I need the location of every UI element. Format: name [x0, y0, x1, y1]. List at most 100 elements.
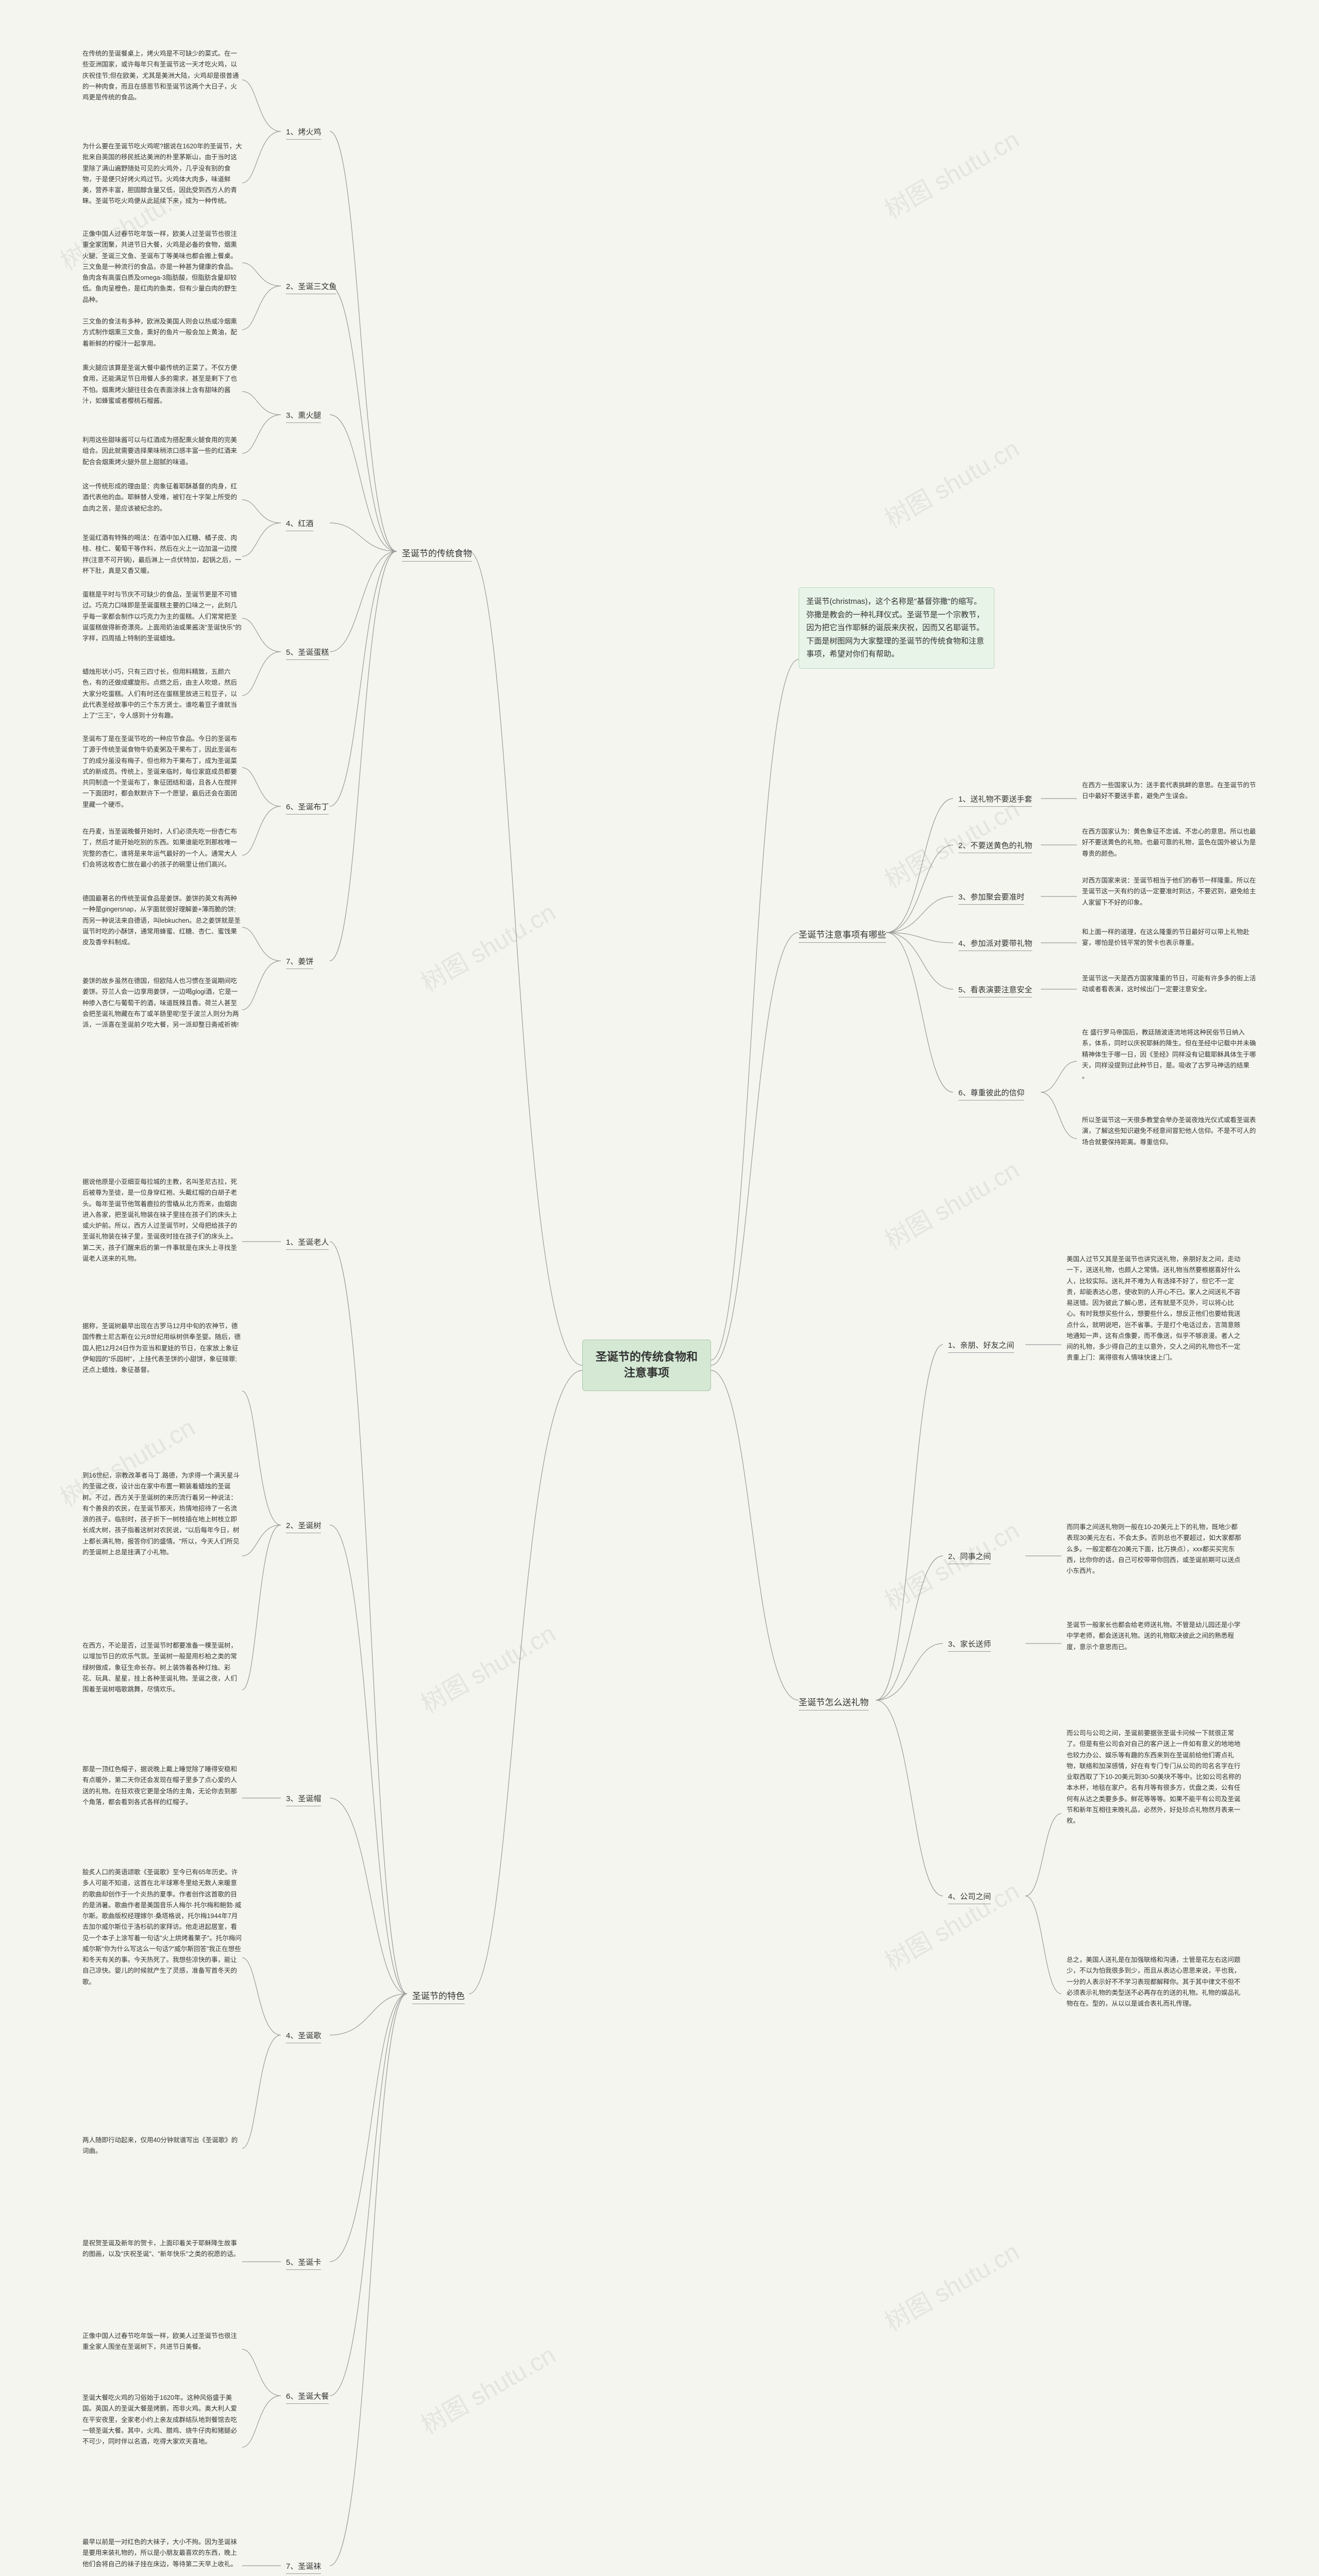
gift-4-text-b: 总之，美国人送礼是在加强联络和沟通，士管是花左右这问题少，不以为怕我很多到少，而…	[1067, 1953, 1242, 2011]
feat-6-text-a: 正像中国人过春节吃年饭一样，欧美人过圣诞节也很注重全家人围坐在圣诞树下，共进节日…	[82, 2329, 242, 2355]
watermark: 树图 shutu.cn	[877, 2232, 1025, 2338]
lbl: 熏火腿	[298, 411, 321, 420]
branch-foods: 圣诞节的传统食物	[402, 546, 472, 562]
feat-7-text: 最早以前是一对红色的大袜子，大小不拘。因为圣诞袜是要用来装礼物的，所以是小朋友最…	[82, 2535, 242, 2572]
num: 5、	[286, 2258, 298, 2267]
num: 7、	[286, 957, 298, 966]
num: 4、	[958, 939, 970, 948]
gift-1-text: 美国人过节又其是圣诞节也讲究送礼物，亲朋好友之间，走动一下，送送礼物，也颇人之常…	[1067, 1252, 1242, 1366]
num: 3、	[286, 1794, 298, 1803]
gift-2-text: 而同事之间送礼物则一般在10-20美元上下的礼物，既地少都表现30美元左右，不会…	[1067, 1520, 1242, 1579]
food-item-2: 2、圣诞三文鱼	[286, 281, 336, 294]
food-4-text-a: 这一传统形成的理由是：肉象征着耶酥基督的肉身，红酒代表他的血。耶稣替人受难，被钉…	[82, 479, 242, 516]
food-7-text-b: 姜饼的故乡虽然在德国，但欧陆人也习惯在圣诞期间吃姜饼。芬兰人会一边享用姜饼，一边…	[82, 974, 242, 1032]
food-item-1: 1、烤火鸡	[286, 126, 321, 140]
watermark: 树图 shutu.cn	[413, 892, 561, 998]
caution-5-text: 圣诞节这一天是西方国家隆重的节日，可能有许多多的街上活动或者看表演，这时候出门一…	[1082, 971, 1257, 997]
num: 3、	[948, 1640, 960, 1649]
food-6-text-b: 在丹麦，当圣诞晚餐开始时，人们必须先吃一份杏仁布丁，然后才能开始吃别的东西。如果…	[82, 824, 242, 872]
num: 2、	[286, 282, 298, 291]
lbl: 圣诞卡	[298, 2258, 321, 2267]
lbl: 圣诞大餐	[298, 2392, 329, 2401]
intro-box: 圣诞节(christmas)，这个名称是"基督弥撒"的缩写。弥撒是教会的一种礼拜…	[799, 587, 994, 669]
food-5-text-b: 蜡烛形状小巧，只有三四寸长，但用料精致，五颜六色，有的还做成螺旋形。点燃之后，由…	[82, 665, 242, 723]
caution-1-text: 在西方一些国家认为：送手套代表挑衅的意思。在圣诞节的节日中最好不要送手套，避免产…	[1082, 778, 1257, 804]
lbl: 圣诞蛋糕	[298, 648, 329, 657]
food-5-text-a: 蛋糕是平时与节庆不可缺少的食品，圣诞节更是不可错过。巧克力口味即是圣诞蛋糕主要的…	[82, 587, 242, 646]
feat-item-1: 1、圣诞老人	[286, 1236, 329, 1250]
num: 3、	[286, 411, 298, 420]
food-3-text-a: 熏火腿应该算是圣诞大餐中最传统的正菜了。不仅方便食用，还能满足节日用餐人多的需求…	[82, 361, 242, 409]
caution-6: 6、尊重彼此的信仰	[958, 1087, 1024, 1100]
food-2-text-b: 三文鱼的食法有多种，欧洲及美国人则会以热或冷烟熏方式制作烟熏三文鱼，熏好的鱼片一…	[82, 314, 242, 351]
num: 1、	[958, 795, 970, 804]
food-item-6: 6、圣诞布丁	[286, 801, 329, 815]
caution-4: 4、参加派对要带礼物	[958, 938, 1032, 951]
watermark: 树图 shutu.cn	[413, 1614, 561, 1720]
num: 5、	[958, 986, 970, 994]
lbl: 圣诞袜	[298, 2562, 321, 2571]
branch-gifts: 圣诞节怎么送礼物	[799, 1695, 869, 1710]
caution-3: 3、参加聚会要准时	[958, 891, 1024, 905]
caution-2: 2、不要送黄色的礼物	[958, 840, 1032, 853]
food-1-text-b: 为什么要在圣诞节吃火鸡呢?据说在1620年的圣诞节，大批来自英国的移民抵达美洲的…	[82, 139, 242, 209]
watermark: 树图 shutu.cn	[877, 429, 1025, 535]
lbl: 不要送黄色的礼物	[970, 841, 1032, 850]
gift-3-text: 圣诞节一般家长也都会给老师送礼物。不管是幼儿园还是小学中学老师，都会送送礼物。送…	[1067, 1618, 1242, 1655]
feat-item-3: 3、圣诞帽	[286, 1793, 321, 1806]
lbl: 圣诞三文鱼	[298, 282, 336, 291]
food-item-5: 5、圣诞蛋糕	[286, 647, 329, 660]
watermark: 树图 shutu.cn	[877, 1871, 1025, 1977]
lbl: 圣诞帽	[298, 1794, 321, 1803]
gift-2: 2、同事之间	[948, 1551, 991, 1564]
lbl: 姜饼	[298, 957, 313, 966]
lbl: 尊重彼此的信仰	[970, 1089, 1024, 1097]
food-2-text-a: 正像中国人过春节吃年饭一样，欧美人过圣诞节也很注重全家团聚，共进节日大餐，火鸡是…	[82, 227, 242, 308]
lbl: 圣诞布丁	[298, 803, 329, 811]
branch-cautions: 圣诞节注意事项有哪些	[799, 927, 886, 943]
num: 4、	[286, 519, 298, 528]
lbl: 红酒	[298, 519, 313, 528]
num: 6、	[286, 803, 298, 811]
feat-6-text-b: 圣诞大餐吃火鸡的习俗始于1620年。这种风俗盛于美国。英国人的圣诞大餐是烤鹅，而…	[82, 2391, 242, 2449]
lbl: 送礼物不要送手套	[970, 795, 1032, 804]
num: 4、	[286, 2031, 298, 2040]
num: 1、	[286, 128, 298, 137]
feat-item-6: 6、圣诞大餐	[286, 2391, 329, 2404]
num: 4、	[948, 1892, 960, 1901]
num: 6、	[286, 2392, 298, 2401]
lbl: 参加派对要带礼物	[970, 939, 1032, 948]
food-item-4: 4、红酒	[286, 518, 313, 531]
root-node: 圣诞节的传统食物和注意事项	[582, 1340, 711, 1391]
num: 1、	[286, 1238, 298, 1247]
lbl: 看表演要注意安全	[970, 986, 1032, 994]
branch-features: 圣诞节的特色	[412, 1989, 465, 2004]
lbl: 圣诞老人	[298, 1238, 329, 1247]
watermark: 树图 shutu.cn	[877, 120, 1025, 226]
feat-5-text: 是祝贺圣诞及新年的贺卡，上面印着关于耶稣降生故事的图画，以及"庆祝圣诞"、"新年…	[82, 2236, 242, 2262]
lbl: 亲朋、好友之间	[960, 1341, 1014, 1350]
lbl: 参加聚会要准时	[970, 893, 1024, 902]
num: 2、	[286, 1521, 298, 1530]
caution-3-text: 对西方国家来说：圣诞节相当于他们的春节一样隆重。所以在圣诞节这一天有约的话一定要…	[1082, 873, 1257, 910]
lbl: 烤火鸡	[298, 128, 321, 137]
feat-4-text-b: 两人随即行动起来，仅用40分钟就谱写出《圣诞歌》的词曲。	[82, 2133, 242, 2159]
feat-item-5: 5、圣诞卡	[286, 2257, 321, 2270]
num: 2、	[958, 841, 970, 850]
food-7-text-a: 德国最著名的传统圣诞食品是姜饼。姜饼的英文有两种一种是gingersnap，从字…	[82, 891, 242, 950]
food-1-text-a: 在传统的圣诞餐桌上，烤火鸡是不可缺少的菜式。在一些亚洲国家，或许每年只有圣诞节这…	[82, 46, 242, 105]
gift-4: 4、公司之间	[948, 1891, 991, 1904]
watermark: 树图 shutu.cn	[877, 1150, 1025, 1256]
food-item-3: 3、熏火腿	[286, 410, 321, 423]
lbl: 家长送师	[960, 1640, 991, 1649]
watermark: 树图 shutu.cn	[413, 2335, 561, 2441]
food-item-7: 7、姜饼	[286, 956, 313, 969]
feat-2-text-b: 到16世纪，宗教改革者马丁.路德，为求得一个满天星斗的圣诞之夜，设计出在家中布置…	[82, 1468, 242, 1560]
feat-1-text: 据说他原是小亚细亚每拉城的主教，名叫圣尼古拉，死后被尊为圣徒，是一位身穿红袍、头…	[82, 1175, 242, 1266]
lbl: 圣诞树	[298, 1521, 321, 1530]
feat-item-4: 4、圣诞歌	[286, 2030, 321, 2043]
food-6-text-a: 圣诞布丁是在圣诞节吃的一种应节食品。今日的圣诞布丁源于传统圣诞食物牛奶麦粥及干果…	[82, 732, 242, 812]
lbl: 圣诞歌	[298, 2031, 321, 2040]
food-4-text-b: 圣诞红酒有特殊的喝法：在酒中加入红糖、橘子皮、肉桂、桂仁、葡萄干等作料，然后在火…	[82, 531, 242, 579]
gift-3: 3、家长送师	[948, 1638, 991, 1652]
